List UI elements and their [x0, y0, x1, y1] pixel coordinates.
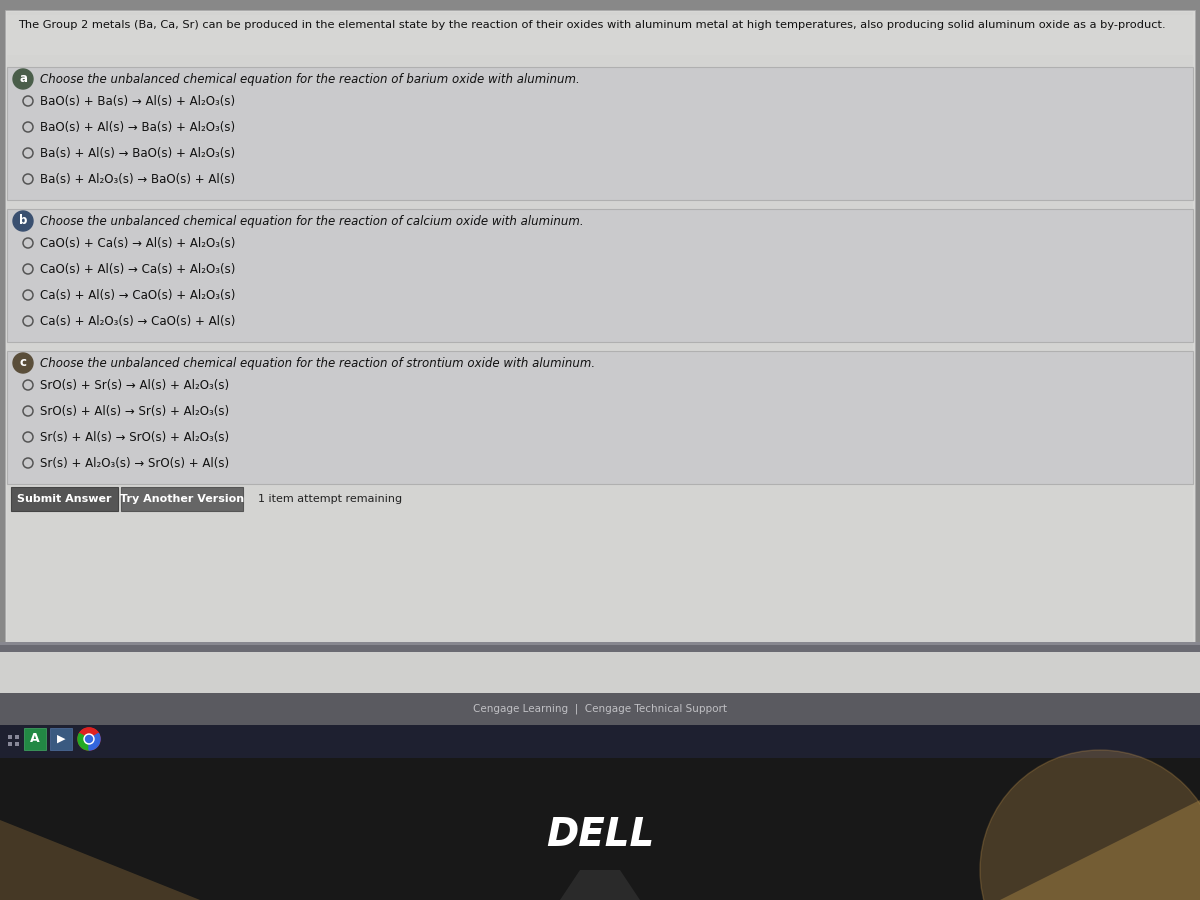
Bar — [24, 728, 46, 750]
Circle shape — [84, 734, 94, 744]
Circle shape — [78, 728, 100, 750]
Circle shape — [13, 211, 34, 231]
Text: BaO(s) + Ba(s) → Al(s) + Al₂O₃(s): BaO(s) + Ba(s) → Al(s) + Al₂O₃(s) — [40, 94, 235, 107]
Wedge shape — [89, 734, 100, 750]
Text: a: a — [19, 73, 28, 86]
Text: Choose the unbalanced chemical equation for the reaction of barium oxide with al: Choose the unbalanced chemical equation … — [40, 73, 580, 86]
FancyBboxPatch shape — [0, 725, 1200, 758]
FancyBboxPatch shape — [7, 12, 1193, 643]
FancyBboxPatch shape — [7, 67, 1193, 200]
Polygon shape — [0, 820, 200, 900]
FancyBboxPatch shape — [7, 15, 1193, 55]
Circle shape — [13, 69, 34, 89]
Wedge shape — [79, 728, 98, 739]
Text: Sr(s) + Al₂O₃(s) → SrO(s) + Al(s): Sr(s) + Al₂O₃(s) → SrO(s) + Al(s) — [40, 456, 229, 470]
Circle shape — [85, 735, 92, 742]
Text: Ba(s) + Al₂O₃(s) → BaO(s) + Al(s): Ba(s) + Al₂O₃(s) → BaO(s) + Al(s) — [40, 173, 235, 185]
Wedge shape — [78, 734, 89, 750]
Text: A: A — [30, 733, 40, 745]
FancyBboxPatch shape — [0, 642, 1200, 645]
Text: 1 item attempt remaining: 1 item attempt remaining — [258, 494, 402, 504]
Text: c: c — [19, 356, 26, 370]
FancyBboxPatch shape — [0, 644, 1200, 652]
Text: Submit Answer: Submit Answer — [17, 494, 112, 504]
Text: CaO(s) + Al(s) → Ca(s) + Al₂O₃(s): CaO(s) + Al(s) → Ca(s) + Al₂O₃(s) — [40, 263, 235, 275]
Bar — [50, 728, 72, 750]
FancyBboxPatch shape — [0, 652, 1200, 693]
Text: Cengage Learning  |  Cengage Technical Support: Cengage Learning | Cengage Technical Sup… — [473, 704, 727, 715]
Polygon shape — [1000, 800, 1200, 900]
Bar — [8, 742, 12, 746]
Text: The Group 2 metals (Ba, Ca, Sr) can be produced in the elemental state by the re: The Group 2 metals (Ba, Ca, Sr) can be p… — [18, 20, 1165, 30]
Text: ▶: ▶ — [56, 734, 65, 744]
Text: Choose the unbalanced chemical equation for the reaction of strontium oxide with: Choose the unbalanced chemical equation … — [40, 356, 595, 370]
Text: BaO(s) + Al(s) → Ba(s) + Al₂O₃(s): BaO(s) + Al(s) → Ba(s) + Al₂O₃(s) — [40, 121, 235, 133]
Bar — [14, 735, 19, 739]
Text: SrO(s) + Al(s) → Sr(s) + Al₂O₃(s): SrO(s) + Al(s) → Sr(s) + Al₂O₃(s) — [40, 404, 229, 418]
Text: DELL: DELL — [546, 816, 654, 854]
Text: Ca(s) + Al₂O₃(s) → CaO(s) + Al(s): Ca(s) + Al₂O₃(s) → CaO(s) + Al(s) — [40, 314, 235, 328]
Circle shape — [13, 353, 34, 373]
FancyBboxPatch shape — [7, 209, 1193, 342]
Text: Ba(s) + Al(s) → BaO(s) + Al₂O₃(s): Ba(s) + Al(s) → BaO(s) + Al₂O₃(s) — [40, 147, 235, 159]
Bar — [8, 735, 12, 739]
FancyBboxPatch shape — [0, 758, 1200, 900]
Bar — [14, 742, 19, 746]
FancyBboxPatch shape — [7, 351, 1193, 484]
Text: SrO(s) + Sr(s) → Al(s) + Al₂O₃(s): SrO(s) + Sr(s) → Al(s) + Al₂O₃(s) — [40, 379, 229, 392]
FancyBboxPatch shape — [121, 487, 242, 511]
Text: Ca(s) + Al(s) → CaO(s) + Al₂O₃(s): Ca(s) + Al(s) → CaO(s) + Al₂O₃(s) — [40, 289, 235, 302]
Text: Choose the unbalanced chemical equation for the reaction of calcium oxide with a: Choose the unbalanced chemical equation … — [40, 214, 583, 228]
Text: b: b — [19, 214, 28, 228]
FancyBboxPatch shape — [0, 693, 1200, 725]
Polygon shape — [560, 870, 640, 900]
FancyBboxPatch shape — [5, 10, 1195, 645]
FancyBboxPatch shape — [0, 0, 1200, 760]
Text: Try Another Version: Try Another Version — [120, 494, 244, 504]
Circle shape — [980, 750, 1200, 900]
FancyBboxPatch shape — [11, 487, 118, 511]
Text: CaO(s) + Ca(s) → Al(s) + Al₂O₃(s): CaO(s) + Ca(s) → Al(s) + Al₂O₃(s) — [40, 237, 235, 249]
Text: Sr(s) + Al(s) → SrO(s) + Al₂O₃(s): Sr(s) + Al(s) → SrO(s) + Al₂O₃(s) — [40, 430, 229, 444]
